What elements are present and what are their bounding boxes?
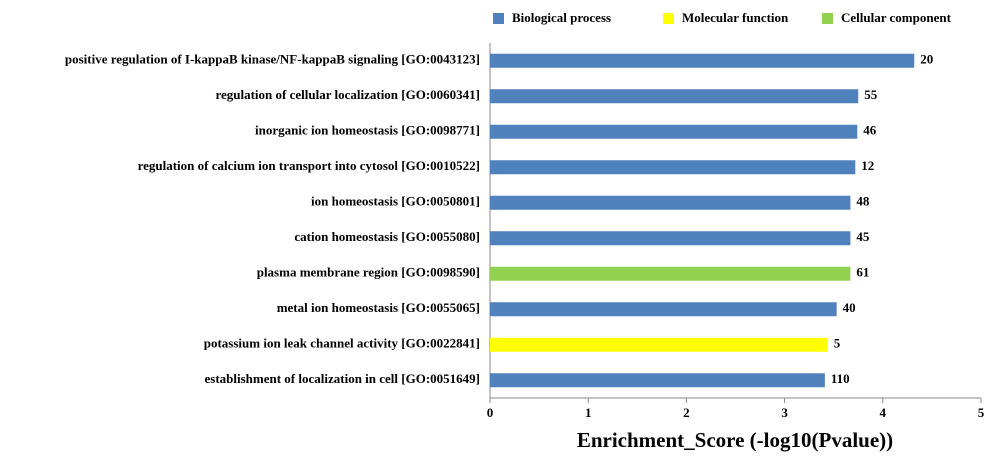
bar bbox=[490, 266, 851, 281]
y-tick-label: inorganic ion homeostasis [GO:0098771] bbox=[255, 123, 480, 138]
y-tick-label: ion homeostasis [GO:0050801] bbox=[311, 194, 480, 209]
bar bbox=[490, 89, 859, 104]
bar bbox=[490, 302, 837, 317]
legend-swatch bbox=[663, 13, 674, 24]
count-label: 40 bbox=[843, 300, 856, 315]
y-tick-label: cation homeostasis [GO:0055080] bbox=[294, 229, 480, 244]
bar bbox=[490, 337, 828, 352]
y-tick-label: establishment of localization in cell [G… bbox=[204, 371, 480, 386]
legend-label: Molecular function bbox=[682, 10, 789, 25]
bar bbox=[490, 373, 825, 388]
y-tick-label: regulation of cellular localization [GO:… bbox=[215, 87, 480, 102]
bar bbox=[490, 124, 858, 139]
count-label: 110 bbox=[831, 371, 850, 386]
count-label: 61 bbox=[856, 265, 869, 280]
count-label: 48 bbox=[856, 194, 870, 209]
x-tick-label: 0 bbox=[487, 405, 494, 420]
count-label: 12 bbox=[861, 158, 874, 173]
count-label: 5 bbox=[834, 336, 841, 351]
count-label: 55 bbox=[864, 87, 878, 102]
y-tick-label: potassium ion leak channel activity [GO:… bbox=[204, 336, 480, 351]
x-tick-label: 3 bbox=[781, 405, 788, 420]
y-tick-label: regulation of calcium ion transport into… bbox=[138, 158, 480, 173]
x-tick-label: 5 bbox=[978, 405, 985, 420]
x-tick-label: 2 bbox=[683, 405, 690, 420]
legend-swatch bbox=[822, 13, 833, 24]
bar bbox=[490, 53, 915, 68]
bar bbox=[490, 195, 851, 210]
x-tick-label: 1 bbox=[585, 405, 592, 420]
bar bbox=[490, 231, 851, 246]
y-tick-label: positive regulation of I-kappaB kinase/N… bbox=[65, 52, 480, 67]
x-tick-label: 4 bbox=[880, 405, 887, 420]
legend-label: Cellular component bbox=[841, 10, 952, 25]
count-label: 20 bbox=[920, 52, 933, 67]
x-axis-title: Enrichment_Score (-log10(Pvalue)) bbox=[577, 428, 893, 452]
bar bbox=[490, 160, 856, 175]
legend-label: Biological process bbox=[512, 10, 611, 25]
y-tick-label: metal ion homeostasis [GO:0055065] bbox=[277, 300, 480, 315]
y-tick-label: plasma membrane region [GO:0098590] bbox=[257, 265, 480, 280]
count-label: 45 bbox=[856, 229, 870, 244]
legend-swatch bbox=[493, 13, 504, 24]
count-label: 46 bbox=[863, 123, 877, 138]
